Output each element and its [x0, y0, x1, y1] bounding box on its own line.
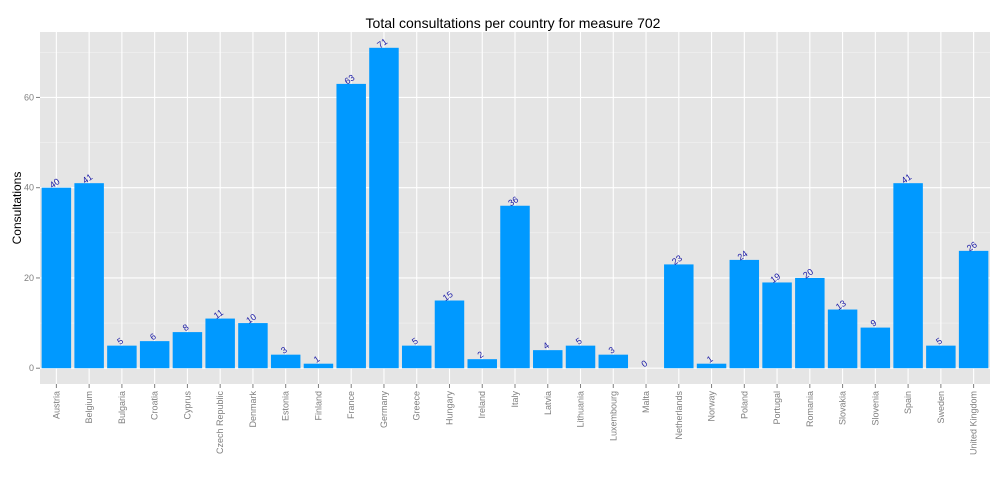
x-tick-label: Cyprus	[182, 391, 192, 420]
data-label: 15	[441, 289, 455, 303]
chart-title: Total consultations per country for meas…	[366, 15, 661, 31]
data-label: 10	[244, 312, 258, 326]
bar	[729, 259, 760, 369]
y-axis-ticks: 0 20 40 60	[24, 92, 40, 373]
x-tick-label: Romania	[805, 391, 815, 427]
x-tick-label: Croatia	[150, 391, 160, 420]
y-tick-label: 20	[24, 273, 34, 283]
data-label: 5	[115, 336, 125, 347]
x-tick-label: Germany	[379, 391, 389, 429]
data-labels: 40 41 5 6 8 11 10 3 1 63 71 5 15 2 36 4 5 3 0 23 1 24 19 20 13 9 4…	[48, 36, 979, 369]
data-label: 24	[736, 248, 750, 262]
data-label: 11	[212, 307, 225, 321]
bar	[565, 345, 596, 369]
bar	[598, 354, 629, 369]
bar	[926, 345, 956, 369]
bar	[205, 318, 235, 369]
data-label: 41	[899, 172, 913, 186]
bar	[369, 47, 399, 369]
bar	[500, 205, 530, 369]
data-label: 5	[934, 336, 944, 347]
data-label: 5	[410, 336, 420, 347]
x-tick-label: Portugal	[772, 391, 782, 425]
x-tick-label: Estonia	[281, 391, 291, 421]
x-tick-label: Latvia	[543, 391, 553, 415]
data-label: 6	[148, 331, 158, 342]
bar	[238, 323, 268, 369]
data-label: 3	[279, 345, 289, 356]
data-label: 19	[768, 271, 782, 285]
x-tick-label: Hungary	[444, 391, 454, 426]
y-axis-label: Consultations	[10, 172, 24, 245]
x-tick-label: Greece	[412, 391, 422, 421]
bar	[172, 332, 203, 369]
bar	[139, 341, 170, 369]
data-label: 23	[670, 253, 684, 267]
data-label: 2	[476, 349, 486, 360]
x-tick-label: Austria	[51, 391, 61, 419]
data-label: 1	[312, 354, 322, 365]
bar	[303, 363, 334, 369]
data-label: 40	[48, 176, 62, 190]
x-tick-label: Czech Republic	[215, 391, 225, 455]
data-label: 71	[375, 36, 389, 50]
x-tick-label: Netherlands	[674, 391, 684, 440]
data-label: 13	[834, 298, 848, 312]
data-label: 0	[639, 358, 649, 369]
data-label: 20	[801, 267, 815, 281]
y-tick-label: 0	[29, 363, 34, 373]
data-label: 3	[607, 345, 617, 356]
x-tick-label: Lithuania	[576, 391, 586, 428]
bar	[336, 83, 366, 369]
x-tick-label: Finland	[313, 391, 323, 421]
x-tick-label: United Kingdom	[969, 391, 979, 455]
x-tick-label: Italy	[510, 391, 520, 408]
data-label: 36	[506, 194, 520, 208]
bars	[41, 47, 989, 369]
x-tick-label: Slovenia	[870, 391, 880, 426]
x-tick-label: Bulgaria	[117, 391, 127, 424]
x-tick-label: Norway	[707, 391, 717, 422]
data-label: 8	[181, 322, 191, 333]
bar	[860, 327, 891, 369]
x-tick-label: Sweden	[936, 391, 946, 424]
bar	[827, 309, 858, 369]
bar	[434, 300, 465, 369]
bar	[107, 345, 137, 369]
x-tick-label: France	[346, 391, 356, 419]
bar	[41, 187, 72, 369]
x-tick-label: Denmark	[248, 391, 258, 428]
bar	[467, 359, 497, 369]
bar	[696, 363, 727, 369]
data-label: 5	[574, 336, 584, 347]
data-label: 63	[343, 72, 357, 86]
bar	[958, 250, 989, 369]
bar	[74, 183, 104, 369]
y-tick-label: 40	[24, 183, 34, 193]
x-tick-label: Poland	[739, 391, 749, 419]
x-axis-ticks: Austria Belgium Bulgaria Croatia Cyprus Czech…	[51, 384, 979, 455]
y-tick-label: 60	[24, 92, 34, 102]
x-tick-label: Malta	[641, 391, 651, 413]
data-label: 1	[705, 354, 715, 365]
bar	[533, 350, 563, 369]
x-tick-label: Ireland	[477, 391, 487, 419]
bar	[270, 354, 301, 369]
bar	[795, 277, 825, 369]
data-label: 41	[80, 172, 94, 186]
bar	[893, 183, 923, 369]
data-label: 4	[541, 340, 551, 351]
data-label: 26	[965, 239, 979, 253]
x-tick-label: Luxembourg	[608, 391, 618, 441]
x-tick-label: Slovakia	[838, 391, 848, 425]
x-tick-label: Spain	[903, 391, 913, 414]
data-label: 9	[869, 318, 879, 329]
bar	[762, 282, 792, 369]
bar	[401, 345, 432, 369]
bar	[664, 264, 694, 369]
x-tick-label: Belgium	[84, 391, 94, 424]
